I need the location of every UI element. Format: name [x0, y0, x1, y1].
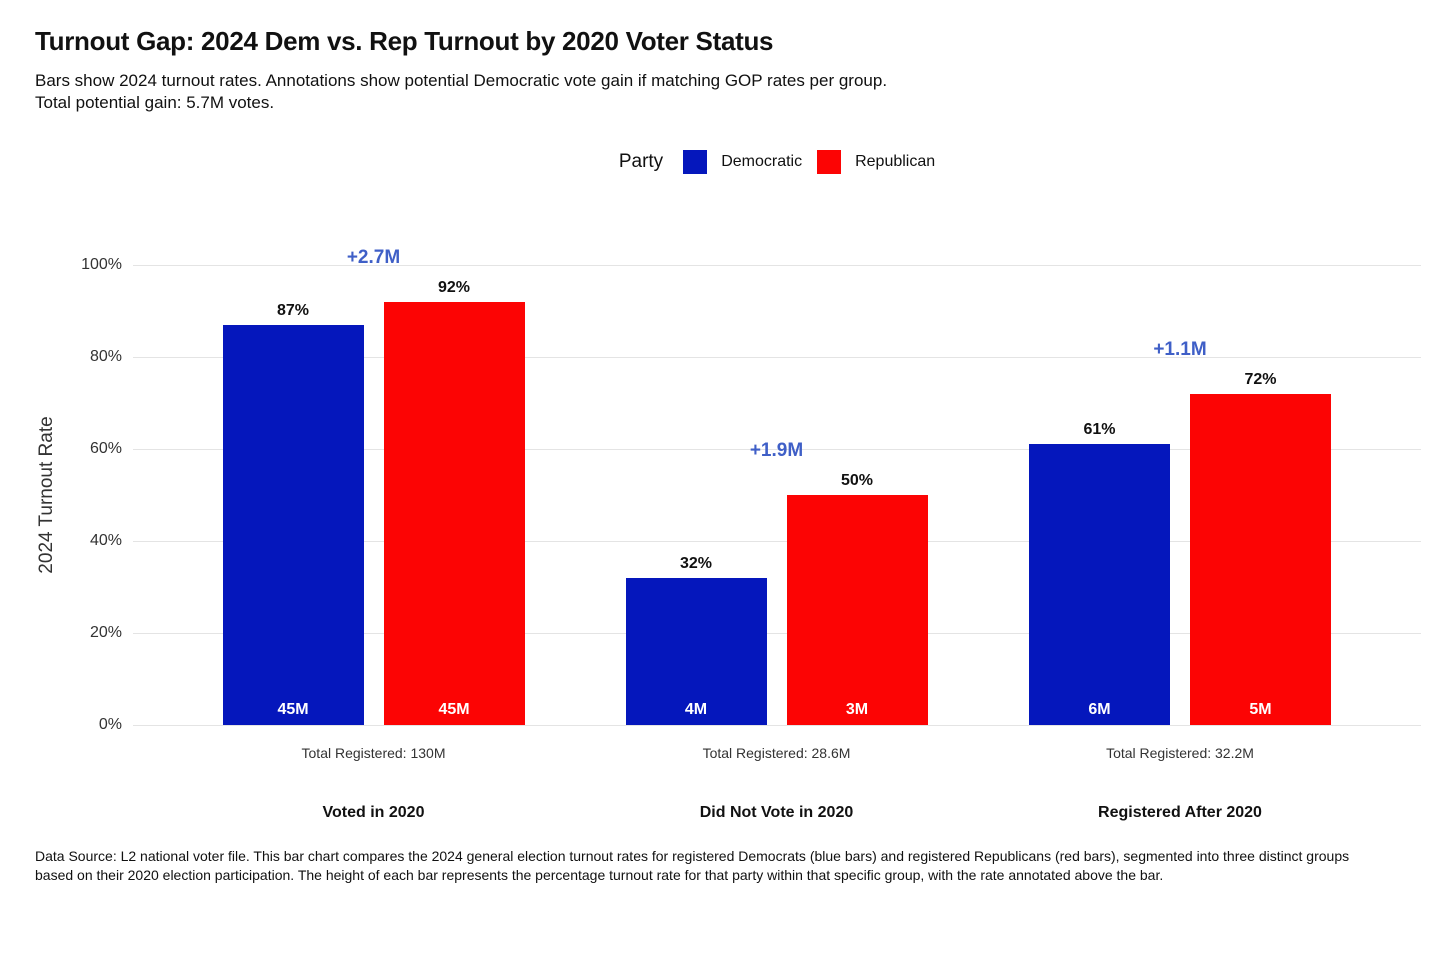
total-registered-label: Total Registered: 32.2M: [1106, 745, 1254, 761]
y-tick-label-0%: 0%: [98, 716, 122, 733]
chart-subtitle-line-2: Total potential gain: 5.7M votes.: [35, 93, 275, 112]
bar-republican: [786, 495, 928, 725]
category-label: Voted in 2020: [322, 804, 425, 821]
bar-count-label: 45M: [438, 701, 470, 718]
chart-subtitle-line-1: Bars show 2024 turnout rates. Annotation…: [35, 71, 888, 90]
y-tick-label-100%: 100%: [81, 256, 122, 273]
y-tick-label-40%: 40%: [89, 532, 122, 549]
gain-annotation: +1.1M: [1153, 338, 1207, 360]
bar-count-label: 3M: [845, 701, 869, 718]
gridline-0%: [133, 724, 1421, 726]
bar-value-label: 50%: [840, 472, 874, 489]
gridline-80%: [133, 356, 1421, 358]
bar-republican: [1190, 393, 1331, 725]
bar-value-label: 32%: [679, 554, 713, 572]
legend-label-democratic: Democratic: [721, 153, 803, 170]
total-registered-label: Total Registered: 28.6M: [702, 745, 851, 761]
data-source-caption: Data Source: L2 national voter file. Thi…: [35, 848, 1350, 883]
legend-swatch-republican: [817, 150, 842, 174]
gain-annotation: +1.9M: [749, 440, 804, 461]
gridline-40%: [133, 540, 1421, 542]
gridline-100%: [133, 264, 1421, 266]
bar-value-label: 61%: [1083, 421, 1116, 439]
bar-count-label: 6M: [1088, 701, 1111, 718]
legend-swatch-democratic: [683, 150, 708, 174]
chart-title: Turnout Gap: 2024 Dem vs. Rep Turnout by…: [35, 26, 774, 56]
legend: Party Democratic Republican: [133, 150, 1421, 174]
bar-democratic: [222, 324, 364, 725]
y-tick-label-80%: 80%: [89, 348, 122, 365]
y-tick-label-60%: 60%: [89, 440, 122, 457]
gridline-60%: [133, 448, 1421, 450]
bar-value-label: 87%: [276, 301, 310, 319]
total-registered-label: Total Registered: 130M: [301, 745, 446, 761]
legend-item-republican: Republican: [817, 150, 935, 174]
bar-value-label: 92%: [437, 278, 471, 296]
y-tick-label-20%: 20%: [89, 624, 122, 641]
bar-democratic: [625, 577, 767, 725]
category-label: Registered After 2020: [1098, 804, 1262, 821]
bar-count-label: 5M: [1249, 701, 1272, 718]
bar-democratic: [1029, 444, 1170, 725]
plot-area: 87% 45M 92% 45M +2.7M 32% 4M 50% 3M +1.9M 61% 6M 72%…: [133, 247, 1421, 726]
bar-republican: [383, 301, 525, 725]
gain-annotation: +2.7M: [346, 246, 401, 268]
legend-item-democratic: Democratic: [683, 150, 802, 174]
category-label: Did Not Vote in 2020: [699, 804, 854, 821]
legend-title: Party: [618, 151, 664, 172]
gridline-20%: [133, 632, 1421, 634]
bar-count-label: 45M: [277, 701, 309, 718]
bar-value-label: 72%: [1244, 370, 1277, 388]
legend-label-republican: Republican: [855, 153, 936, 170]
chart-subtitle: Bars show 2024 turnout rates. Annotation…: [35, 70, 887, 114]
bar-count-label: 4M: [684, 701, 708, 718]
